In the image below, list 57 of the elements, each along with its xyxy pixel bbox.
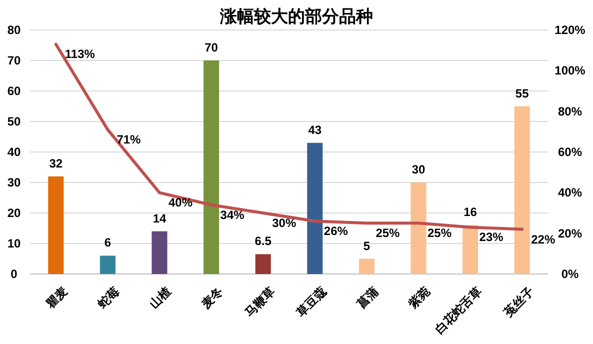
y-tick-label: 80 [7, 23, 21, 37]
x-tick-label: 山楂 [146, 284, 174, 312]
x-tick-label: 马鞭草 [242, 284, 278, 320]
y-tick-label: 40 [7, 145, 21, 159]
y2-tick-label: 60% [558, 145, 582, 159]
x-tick-label: 紫菀 [405, 284, 433, 312]
bar [514, 106, 530, 274]
x-tick-label: 菟丝子 [500, 284, 536, 321]
bar [255, 254, 271, 274]
data-label: 113% [64, 47, 96, 62]
data-label: 6.5 [254, 234, 272, 248]
x-tick-label: 蛇莓 [94, 284, 122, 312]
y2-tick-label: 20% [558, 226, 582, 240]
data-label: 14 [152, 211, 166, 226]
bar [100, 256, 116, 274]
data-label: 23% [479, 230, 504, 244]
bar [204, 60, 220, 274]
data-label: 26% [324, 224, 348, 238]
data-label: 22% [531, 232, 556, 246]
y-tick-label: 70 [7, 54, 21, 68]
y2-tick-label: 100% [554, 64, 586, 78]
bar [462, 225, 478, 274]
data-label: 6 [104, 236, 112, 250]
bar [307, 142, 323, 274]
x-tick-label: 草豆蔻 [293, 284, 330, 321]
x-tick-label: 麦冬 [198, 284, 226, 312]
data-label: 32 [49, 156, 63, 170]
data-label: 55 [515, 86, 530, 100]
y-tick-label: 50 [7, 114, 21, 128]
y2-tick-label: 120% [554, 23, 586, 37]
data-label: 34% [220, 208, 245, 222]
y-tick-label: 60 [7, 84, 21, 98]
data-label: 30 [412, 162, 426, 176]
data-label: 16 [464, 205, 478, 220]
data-label: 43 [308, 122, 322, 137]
x-tick-label: 菖蒲 [353, 284, 382, 312]
chart-title: 涨幅较大的部分品种 [219, 7, 373, 27]
data-label: 5 [363, 238, 370, 253]
data-label: 25% [428, 226, 452, 240]
y-tick-label: 30 [7, 176, 21, 190]
y2-tick-label: 40% [558, 186, 582, 200]
bar [358, 258, 374, 274]
data-label: 25% [376, 226, 400, 240]
data-label: 70 [204, 40, 218, 54]
y2-tick-label: 0% [561, 267, 579, 281]
x-tick-label: 瞿麦 [42, 284, 70, 312]
y2-tick-label: 80% [558, 104, 582, 118]
data-label: 40% [168, 196, 193, 210]
bar [152, 231, 168, 274]
x-tick-label: 白花蛇舌草 [432, 284, 485, 337]
data-label: 30% [272, 216, 296, 230]
bar [410, 182, 426, 274]
y-tick-label: 20 [7, 206, 21, 220]
bar [48, 176, 64, 274]
y-tick-label: 0 [10, 267, 18, 281]
y-tick-label: 10 [7, 236, 21, 250]
data-label: 71% [116, 132, 142, 147]
